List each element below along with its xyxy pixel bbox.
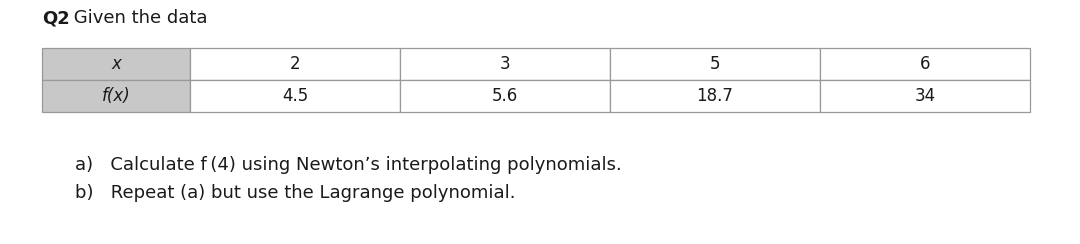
Text: x: x — [111, 55, 121, 73]
Text: 34: 34 — [915, 87, 935, 105]
Text: 5: 5 — [710, 55, 720, 73]
Text: 3: 3 — [500, 55, 511, 73]
Text: 5.6: 5.6 — [491, 87, 518, 105]
Text: f(x): f(x) — [102, 87, 131, 105]
Bar — [610, 80, 820, 112]
Text: b)   Repeat (a) but use the Lagrange polynomial.: b) Repeat (a) but use the Lagrange polyn… — [75, 184, 515, 202]
Bar — [400, 80, 610, 112]
Text: 4.5: 4.5 — [282, 87, 308, 105]
Bar — [400, 48, 610, 80]
Bar — [820, 48, 1030, 80]
Text: Given the data: Given the data — [68, 9, 207, 27]
Bar — [42, 80, 190, 112]
Bar — [190, 48, 400, 80]
Bar — [190, 80, 400, 112]
Text: 6: 6 — [920, 55, 930, 73]
Bar — [42, 48, 190, 80]
Text: 18.7: 18.7 — [697, 87, 733, 105]
Bar — [820, 80, 1030, 112]
Text: 2: 2 — [289, 55, 300, 73]
Text: a)   Calculate f (4) using Newton’s interpolating polynomials.: a) Calculate f (4) using Newton’s interp… — [75, 156, 622, 174]
Text: Q2: Q2 — [42, 9, 70, 27]
Bar — [610, 48, 820, 80]
